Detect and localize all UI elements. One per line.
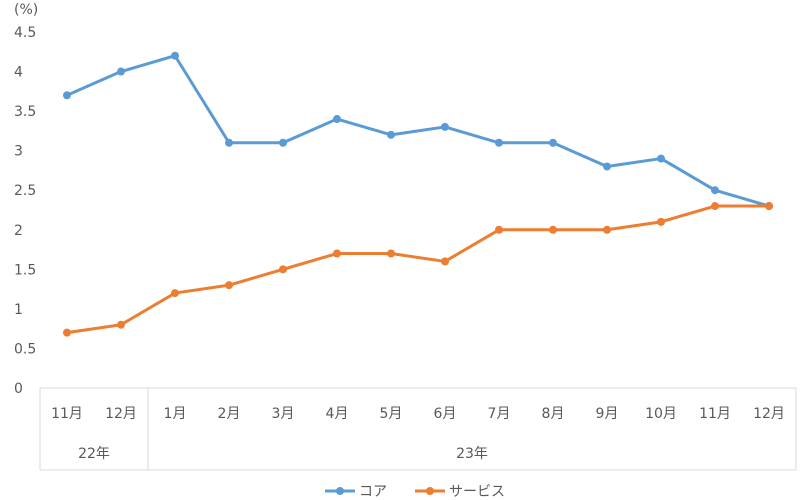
y-axis-unit-label: (%) xyxy=(14,2,38,18)
data-point xyxy=(441,122,449,131)
legend-label: サービス xyxy=(449,484,505,500)
data-point xyxy=(225,281,233,290)
x-tick-label: 11月 xyxy=(51,406,83,422)
data-point xyxy=(279,265,287,274)
y-tick-label: 2.5 xyxy=(14,183,36,199)
data-point xyxy=(225,138,233,147)
year-group-label: 22年 xyxy=(78,446,110,462)
axes xyxy=(39,387,797,471)
x-tick-label: 12月 xyxy=(753,406,785,422)
x-tick-label: 5月 xyxy=(380,406,403,422)
data-point xyxy=(63,328,71,337)
data-point xyxy=(657,217,665,226)
data-point xyxy=(117,67,125,76)
x-axis-ticks: 11月 12月 1月 2月 3月 4月 5月 6月 7月 8月 9月 10月 11月 12月 xyxy=(51,406,785,422)
x-tick-label: 7月 xyxy=(488,406,511,422)
data-point xyxy=(171,51,179,60)
data-point xyxy=(603,225,611,234)
x-tick-label: 9月 xyxy=(596,406,619,422)
data-point xyxy=(603,162,611,171)
series-line-2 xyxy=(66,204,769,335)
data-point xyxy=(711,202,719,211)
legend: コア サービス xyxy=(325,484,505,500)
data-point xyxy=(657,154,665,163)
y-tick-label: 3 xyxy=(14,144,23,160)
data-point xyxy=(441,257,449,266)
data-point xyxy=(387,130,395,139)
x-tick-label: 2月 xyxy=(218,406,241,422)
data-point xyxy=(279,138,287,147)
y-tick-label: 0.5 xyxy=(14,341,36,357)
y-tick-label: 4.5 xyxy=(14,25,36,41)
y-tick-label: 1.5 xyxy=(14,262,36,278)
y-tick-label: 4 xyxy=(14,65,23,81)
y-tick-label: 0 xyxy=(14,381,23,397)
x-tick-label: 4月 xyxy=(326,406,349,422)
x-tick-label: 11月 xyxy=(699,406,731,422)
legend-label: コア xyxy=(359,484,387,500)
data-point xyxy=(495,138,503,147)
x-tick-label: 12月 xyxy=(105,406,137,422)
data-point xyxy=(711,186,719,195)
data-point xyxy=(549,225,557,234)
data-point xyxy=(63,91,71,100)
series-lines xyxy=(63,51,773,337)
legend-marker xyxy=(426,487,434,495)
data-point xyxy=(333,115,341,124)
data-point xyxy=(171,289,179,298)
y-axis-ticks: 0 0.5 1 1.5 2 2.5 3 3.5 4 4.5 xyxy=(14,25,36,397)
data-point xyxy=(765,202,773,211)
data-point xyxy=(117,320,125,329)
data-point xyxy=(387,249,395,258)
data-point xyxy=(333,249,341,258)
x-tick-label: 10月 xyxy=(645,406,677,422)
series-line-1 xyxy=(66,54,770,208)
data-point xyxy=(495,225,503,234)
x-tick-label: 3月 xyxy=(272,406,295,422)
y-tick-label: 1 xyxy=(14,302,23,318)
legend-marker xyxy=(336,487,344,495)
data-point xyxy=(549,138,557,147)
x-tick-label: 6月 xyxy=(434,406,457,422)
x-axis-year-groups: 22年 23年 xyxy=(78,446,488,462)
y-tick-label: 2 xyxy=(14,223,23,239)
x-tick-label: 1月 xyxy=(164,406,187,422)
year-group-label: 23年 xyxy=(456,446,488,462)
x-tick-label: 8月 xyxy=(542,406,565,422)
y-tick-label: 3.5 xyxy=(14,104,36,120)
